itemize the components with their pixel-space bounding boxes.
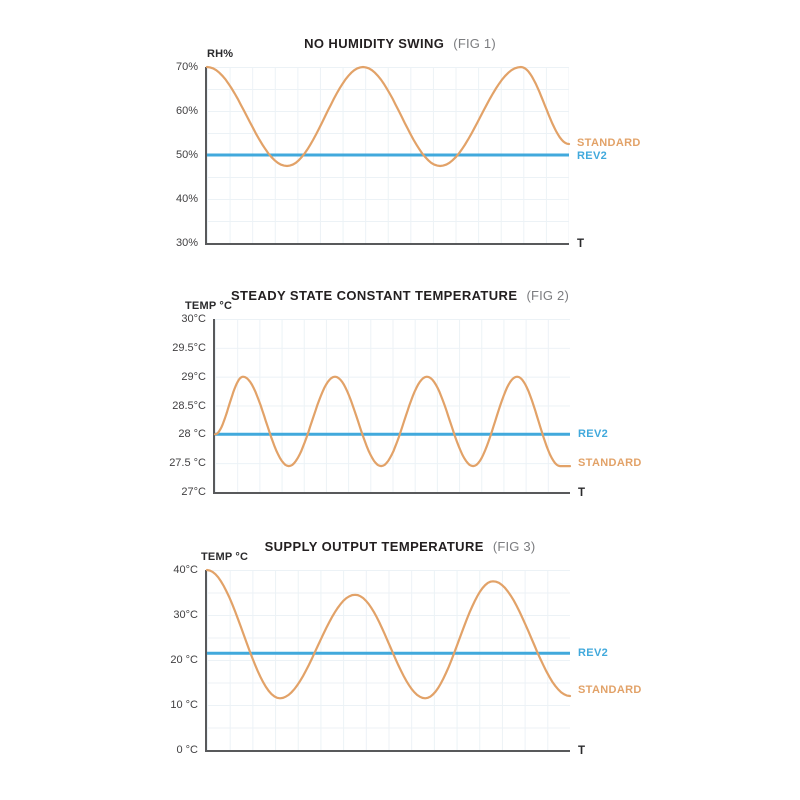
y-tick-label: 27°C <box>181 486 206 498</box>
chart-title-text: NO HUMIDITY SWING <box>304 36 445 51</box>
chart-title-text: SUPPLY OUTPUT TEMPERATURE <box>264 539 484 554</box>
plot-canvas <box>205 65 571 168</box>
plot-canvas <box>205 568 572 700</box>
x-axis-line <box>213 492 570 494</box>
chart-title-text: STEADY STATE CONSTANT TEMPERATURE <box>230 288 518 303</box>
rev2-series-label: REV2 <box>577 150 608 163</box>
rev2-series-label: REV2 <box>578 428 609 441</box>
y-tick-label: 40°C <box>173 564 198 576</box>
y-tick-label: 30% <box>175 237 198 249</box>
rev2-series-label: REV2 <box>578 647 609 660</box>
y-tick-label: 40% <box>175 193 198 205</box>
y-axis-line <box>205 67 207 245</box>
y-tick-label: 30°C <box>173 609 198 621</box>
y-tick-label: 70% <box>175 61 198 73</box>
y-tick-label: 60% <box>175 105 198 117</box>
x-axis-label: T <box>577 238 585 250</box>
x-axis-label: T <box>578 745 586 757</box>
chart-title: SUPPLY OUTPUT TEMPERATURE (FIG 3) <box>0 539 800 554</box>
chart-title: NO HUMIDITY SWING (FIG 1) <box>0 36 800 51</box>
y-axis-line <box>205 570 207 752</box>
chart-title: STEADY STATE CONSTANT TEMPERATURE (FIG 2… <box>0 288 800 303</box>
plot-area: TEMP °C T STANDARD REV2 40°C 30°C 20 °C 10 … <box>170 551 641 757</box>
y-tick-label: 30°C <box>181 313 206 325</box>
y-axis-unit-label: TEMP °C <box>185 300 233 312</box>
plot-canvas <box>213 375 572 468</box>
plot-area: RH% T STANDARD REV2 70% 60% 50% 40% 30% <box>176 48 640 250</box>
y-axis-unit-label: RH% <box>207 48 234 60</box>
plot-area: TEMP °C T STANDARD REV2 30°C 29.5°C 29°C 28… <box>169 300 641 499</box>
standard-curve <box>213 375 572 468</box>
y-tick-label: 28.5°C <box>172 399 206 412</box>
standard-series-label: STANDARD <box>578 684 642 697</box>
x-axis-line <box>205 243 569 245</box>
y-tick-label: 50% <box>175 149 198 161</box>
y-tick-label: 29.5°C <box>172 341 206 354</box>
x-axis-line <box>205 750 570 752</box>
y-axis-line <box>213 319 215 494</box>
standard-series-label: STANDARD <box>577 137 641 150</box>
y-tick-label: 20 °C <box>170 654 198 666</box>
y-tick-label: 10 °C <box>170 699 198 711</box>
standard-curve <box>205 65 571 168</box>
chart-fig-label: (FIG 1) <box>453 36 496 51</box>
y-axis-unit-label: TEMP °C <box>201 551 249 563</box>
x-axis-label: T <box>578 487 586 499</box>
y-tick-label: 28 °C <box>178 428 206 441</box>
y-tick-label: 0 °C <box>176 744 198 756</box>
standard-series-label: STANDARD <box>578 457 642 470</box>
chart-fig-label: (FIG 2) <box>526 288 570 303</box>
y-tick-label: 29°C <box>181 370 206 383</box>
y-tick-label: 27.5 °C <box>169 457 206 470</box>
standard-curve <box>205 568 572 700</box>
chart-fig-label: (FIG 3) <box>492 539 536 554</box>
